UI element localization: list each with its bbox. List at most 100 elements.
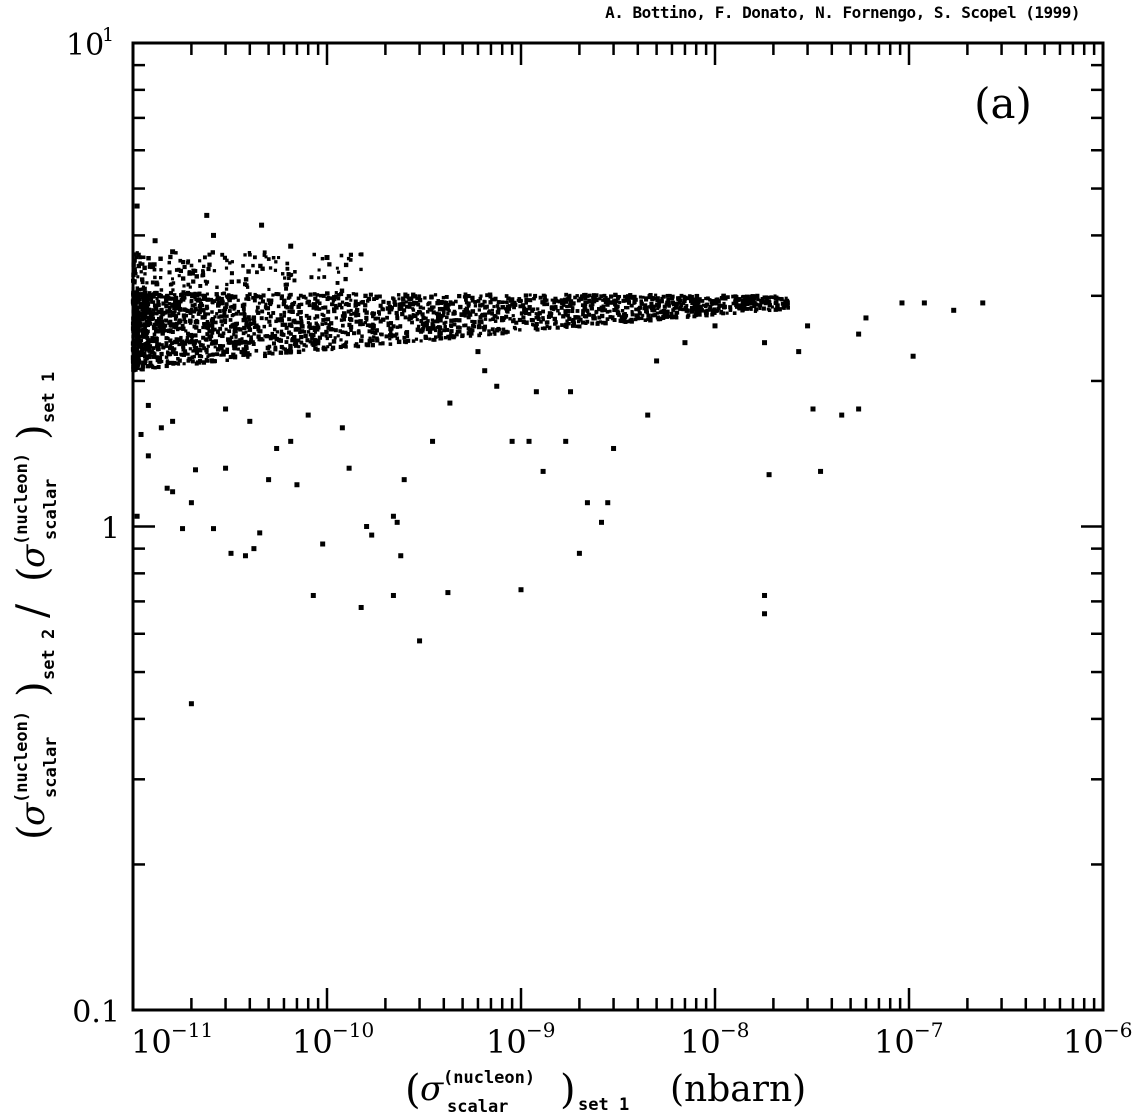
scatter-point bbox=[650, 313, 655, 318]
scatter-point bbox=[328, 342, 332, 347]
scatter-point bbox=[306, 299, 311, 304]
scatter-point bbox=[599, 305, 604, 310]
scatter-point bbox=[482, 327, 486, 332]
scatter-point bbox=[479, 319, 484, 324]
scatter-point bbox=[414, 337, 419, 341]
scatter-point bbox=[424, 323, 429, 328]
scatter-point bbox=[306, 315, 312, 321]
scatter-point bbox=[310, 336, 315, 341]
scatter-point bbox=[343, 330, 348, 335]
scatter-point bbox=[501, 327, 506, 331]
scatter-point bbox=[402, 335, 407, 340]
scatter-point bbox=[275, 330, 280, 334]
scatter-point bbox=[470, 319, 474, 323]
scatter-point bbox=[442, 300, 447, 305]
scatter-point bbox=[629, 296, 633, 300]
scatter-point bbox=[388, 333, 393, 338]
scatter-point bbox=[135, 346, 140, 351]
scatter-point bbox=[391, 324, 396, 329]
scatter-point bbox=[179, 297, 184, 302]
scatter-point bbox=[135, 318, 140, 324]
scatter-point bbox=[163, 323, 168, 328]
scatter-point bbox=[222, 311, 227, 316]
scatter-point bbox=[193, 268, 198, 273]
scatter-point bbox=[487, 329, 491, 333]
scatter-point bbox=[193, 467, 199, 473]
scatter-point bbox=[151, 354, 156, 359]
scatter-point bbox=[354, 292, 359, 297]
scatter-point bbox=[767, 300, 772, 305]
scatter-point bbox=[377, 310, 381, 314]
scatter-point bbox=[378, 303, 383, 308]
scatter-point bbox=[242, 349, 248, 355]
scatter-point bbox=[594, 309, 599, 314]
x-tick-label-exponent: −9 bbox=[526, 1018, 555, 1042]
scatter-point bbox=[622, 299, 626, 303]
scatter-point bbox=[246, 315, 251, 320]
scatter-point bbox=[498, 327, 502, 331]
scatter-point bbox=[385, 306, 391, 311]
scatter-point bbox=[211, 232, 217, 238]
scatter-point bbox=[463, 292, 468, 297]
scatter-point bbox=[263, 305, 268, 309]
scatter-point bbox=[404, 331, 408, 335]
scatter-point bbox=[202, 315, 207, 320]
scatter-point bbox=[380, 341, 385, 346]
scatter-point bbox=[143, 342, 148, 347]
scatter-point bbox=[644, 296, 648, 300]
scatter-point bbox=[731, 301, 736, 306]
scatter-point bbox=[749, 306, 753, 310]
scatter-point bbox=[762, 592, 768, 598]
scatter-point bbox=[325, 291, 330, 296]
scatter-point bbox=[504, 294, 509, 298]
scatter-point bbox=[777, 307, 782, 312]
scatter-point bbox=[150, 312, 155, 317]
scatter-point bbox=[241, 352, 246, 357]
scatter-point bbox=[252, 325, 257, 330]
scatter-point bbox=[685, 304, 689, 308]
scatter-point bbox=[431, 326, 436, 331]
scatter-point bbox=[159, 315, 164, 320]
scatter-point bbox=[645, 412, 651, 418]
scatter-point bbox=[182, 341, 188, 346]
scatter-point bbox=[573, 315, 578, 320]
scatter-point bbox=[310, 341, 315, 346]
scatter-point bbox=[566, 313, 570, 318]
scatter-point bbox=[144, 295, 148, 299]
scatter-point bbox=[358, 322, 363, 327]
scatter-point bbox=[679, 303, 684, 307]
scatter-point bbox=[151, 364, 155, 368]
scatter-point bbox=[921, 300, 927, 306]
scatter-point bbox=[271, 255, 276, 260]
scatter-point bbox=[340, 330, 345, 334]
scatter-point bbox=[650, 297, 654, 302]
scatter-point bbox=[232, 326, 238, 331]
scatter-point bbox=[150, 336, 155, 340]
scatter-point bbox=[588, 299, 592, 304]
scatter-point bbox=[168, 320, 172, 325]
scatter-point bbox=[397, 302, 402, 307]
scatter-point bbox=[251, 342, 256, 347]
scatter-point bbox=[190, 355, 195, 360]
y-axis-title: ( σ (nucleon) scalar ) set 2 / ( σ (nucl… bbox=[7, 372, 61, 840]
scatter-point bbox=[522, 310, 526, 315]
scatter-point bbox=[194, 325, 199, 329]
scatter-point bbox=[181, 313, 187, 318]
scatter-point bbox=[198, 259, 202, 263]
scatter-point bbox=[565, 323, 569, 328]
scatter-point bbox=[397, 306, 402, 311]
scatter-point bbox=[152, 303, 158, 308]
scatter-point bbox=[466, 331, 471, 336]
scatter-point bbox=[326, 345, 330, 349]
scatter-point bbox=[284, 325, 289, 330]
scatter-point bbox=[753, 309, 758, 313]
scatter-point bbox=[477, 333, 482, 338]
scatter-point bbox=[209, 297, 214, 302]
scatter-point bbox=[230, 304, 235, 309]
scatter-point bbox=[602, 293, 606, 298]
scatter-point bbox=[148, 321, 153, 326]
scatter-point bbox=[143, 329, 148, 334]
scatter-point bbox=[156, 364, 161, 370]
scatter-point bbox=[444, 315, 449, 320]
scatter-point bbox=[279, 329, 284, 334]
